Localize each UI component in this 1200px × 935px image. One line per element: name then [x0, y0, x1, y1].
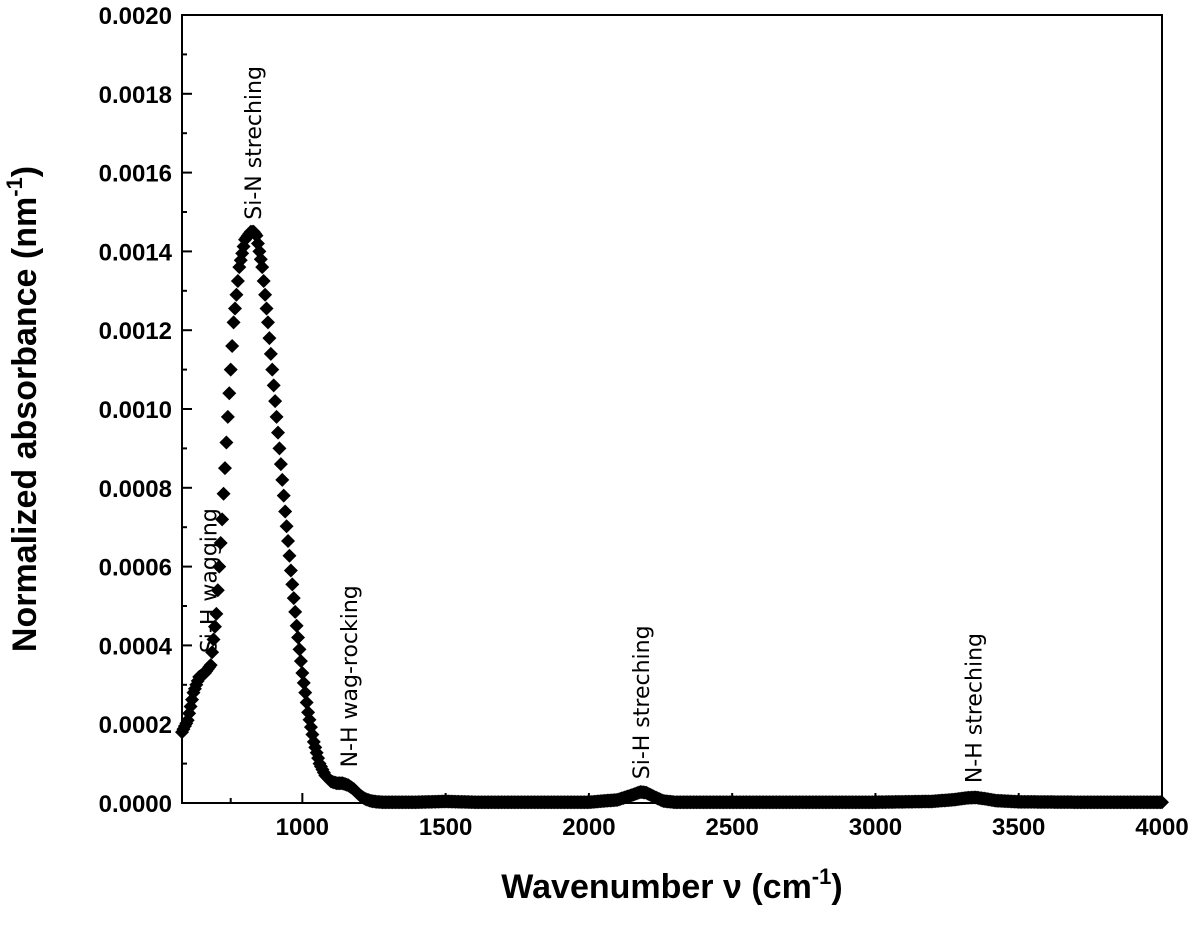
- data-point-marker: [285, 577, 300, 592]
- y-tick-label: 0.0020: [99, 3, 172, 30]
- y-tick-label: 0.0004: [99, 633, 173, 660]
- data-point-marker: [293, 654, 308, 669]
- y-axis-ticks: 0.0000 0.0002 0.0004 0.0006 0.0008 0.0010 0.00…: [99, 3, 192, 818]
- data-point-marker: [262, 331, 277, 346]
- plot-frame: [181, 14, 1163, 804]
- peak-annotation-label: N-H wag-rocking: [338, 585, 363, 767]
- x-tick-label: 2500: [705, 814, 758, 841]
- data-point-marker: [256, 273, 271, 288]
- peak-annotation-label: N-H streching: [962, 633, 987, 783]
- data-point-marker: [272, 441, 287, 456]
- x-tick-label: 3500: [992, 814, 1045, 841]
- data-point-marker: [289, 618, 304, 633]
- data-point-marker: [255, 260, 270, 275]
- data-point-marker: [299, 695, 314, 710]
- data-point-marker: [286, 591, 301, 606]
- data-point-marker: [222, 386, 237, 401]
- data-point-marker: [283, 563, 298, 578]
- x-axis-title-close: ): [831, 868, 842, 906]
- data-point-marker: [228, 301, 243, 316]
- data-point-marker: [266, 378, 281, 393]
- y-tick-label: 0.0018: [99, 82, 172, 109]
- data-point-marker: [291, 630, 306, 645]
- y-tick-label: 0.0016: [99, 161, 172, 188]
- data-point-marker: [213, 535, 228, 550]
- data-point-marker: [203, 658, 218, 673]
- data-point-marker: [292, 642, 307, 657]
- x-tick-label: 4000: [1135, 814, 1188, 841]
- data-point-marker: [273, 457, 288, 472]
- y-tick-label: 0.0010: [99, 397, 172, 424]
- data-point-marker: [206, 632, 221, 647]
- data-point-marker: [275, 472, 290, 487]
- data-point-marker: [260, 315, 275, 330]
- data-point-marker: [220, 409, 235, 424]
- x-axis-title: Wavenumber ν (cm-1): [501, 864, 842, 906]
- data-point-marker: [268, 394, 283, 409]
- peak-annotations: Si-H wagging Si-N streching N-H wag-rockin…: [197, 66, 987, 783]
- data-point-marker: [281, 533, 296, 548]
- y-tick-label: 0.0014: [99, 239, 173, 266]
- data-point-marker: [276, 488, 291, 503]
- data-point-marker: [298, 685, 313, 700]
- y-tick-label: 0.0008: [99, 476, 172, 503]
- y-tick-label: 0.0002: [99, 712, 172, 739]
- y-tick-label: 0.0006: [99, 555, 172, 582]
- data-point-marker: [215, 512, 230, 527]
- data-point-marker: [1155, 795, 1169, 810]
- y-axis-title: Normalized absorbance (nm-1): [2, 166, 44, 652]
- data-point-marker: [209, 606, 224, 621]
- data-point-marker: [288, 604, 303, 619]
- x-axis-title-superscript: -1: [812, 864, 832, 889]
- x-tick-label: 1000: [276, 814, 329, 841]
- data-point-marker: [278, 504, 293, 519]
- x-tick-label: 2000: [562, 814, 615, 841]
- data-point-marker: [229, 287, 244, 302]
- data-point-marker: [263, 346, 278, 361]
- y-tick-label: 0.0000: [99, 791, 172, 818]
- peak-annotation-label: Si-H streching: [630, 625, 655, 779]
- y-tick-label: 0.0012: [99, 318, 172, 345]
- data-point-marker: [225, 338, 240, 353]
- data-points: [175, 224, 1169, 810]
- data-point-marker: [207, 619, 222, 634]
- data-point-marker: [230, 273, 245, 288]
- data-point-marker: [258, 287, 273, 302]
- x-tick-label: 1500: [419, 814, 472, 841]
- data-point-marker: [212, 559, 227, 574]
- y-axis-title-superscript: -1: [2, 177, 27, 197]
- data-point-marker: [210, 583, 225, 598]
- y-axis-title-close: ): [6, 166, 44, 177]
- peak-annotation-label: Si-H wagging: [197, 508, 222, 653]
- peak-annotation-label: Si-N streching: [242, 66, 267, 220]
- data-point-marker: [282, 548, 297, 563]
- data-point-marker: [295, 665, 310, 680]
- data-point-marker: [205, 645, 220, 660]
- data-point-marker: [265, 362, 280, 377]
- data-point-marker: [217, 461, 232, 476]
- data-point-marker: [219, 435, 234, 450]
- data-point-marker: [216, 486, 231, 501]
- data-point-marker: [226, 315, 241, 330]
- data-point-marker: [279, 519, 294, 534]
- data-point-marker: [270, 425, 285, 440]
- data-point-marker: [296, 675, 311, 690]
- data-point-marker: [223, 362, 238, 377]
- data-point-marker: [259, 301, 274, 316]
- x-axis-ticks: 1000 1500 2000 2500 3000 3500 4000: [229, 793, 1189, 841]
- data-point-marker: [269, 409, 284, 424]
- x-tick-label: 3000: [849, 814, 902, 841]
